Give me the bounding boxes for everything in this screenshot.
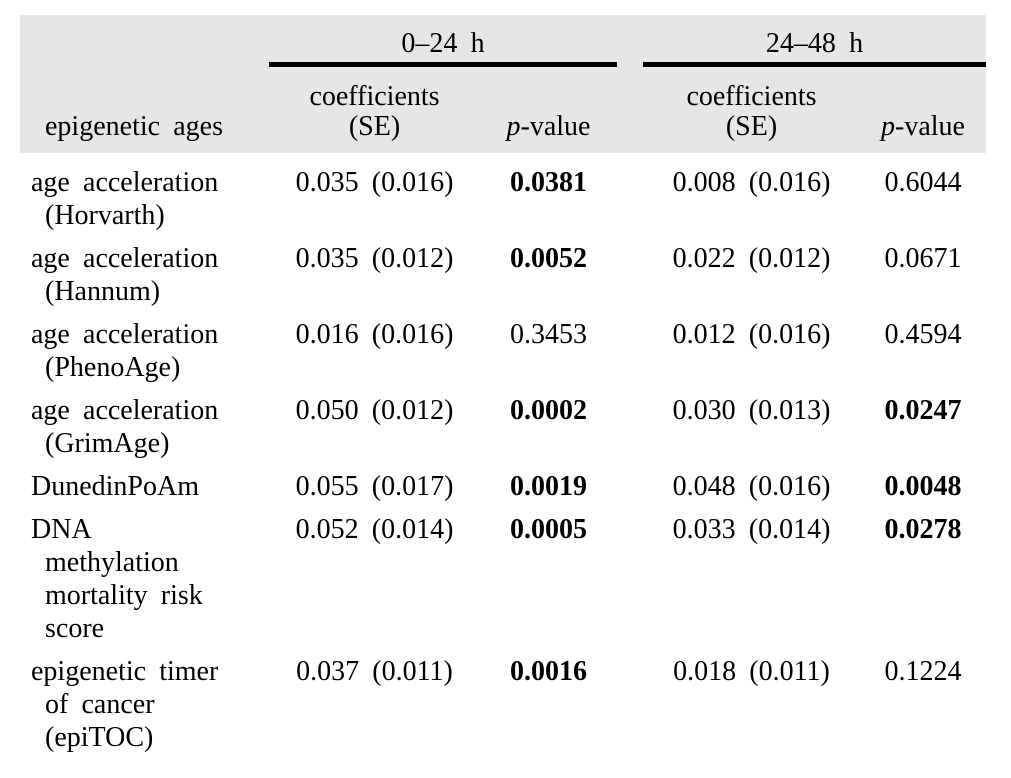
row-label-epigenetic-age: DunedinPoAm [31, 471, 199, 502]
coefficient-se-0-24h: 0.050 (0.012) [295, 395, 454, 426]
coefficient-se-0-24h: 0.035 (0.016) [295, 167, 454, 198]
p-value-0-24h: 0.3453 [510, 319, 587, 350]
p-value-suffix: -value [895, 111, 965, 142]
coefficient-se-24-48h: 0.048 (0.016) [672, 471, 831, 502]
p-value-24-48h: 0.4594 [884, 319, 962, 350]
coefficient-se-0-24h: 0.037 (0.011) [296, 656, 453, 687]
table-body: age acceleration (Horvarth) 0.035 (0.016… [20, 153, 986, 754]
p-value-0-24h: 0.0005 [510, 514, 587, 545]
p-value-suffix: -value [520, 111, 591, 142]
coefficient-se-0-24h: 0.055 (0.017) [295, 471, 454, 502]
p-value-24-48h: 0.0671 [884, 243, 962, 274]
column-header-epigenetic-ages: epigenetic ages [45, 111, 223, 142]
p-value-0-24h: 0.0002 [510, 395, 587, 426]
coefficient-se-24-48h: 0.030 (0.013) [672, 395, 831, 426]
table-header: 0–24 h 24–48 h epigenetic ages coefficie… [20, 15, 986, 153]
row-label-epigenetic-age: age acceleration (GrimAge) [31, 395, 219, 459]
coefficient-se-24-48h: 0.012 (0.016) [672, 319, 831, 350]
p-value-0-24h: 0.0016 [510, 656, 587, 687]
group-rule-24-48h [643, 62, 986, 67]
coefficient-se-24-48h: 0.022 (0.012) [672, 243, 831, 274]
group-rule-0-24h [269, 62, 617, 67]
row-label-epigenetic-age: DNA methylation mortality risk score [31, 514, 203, 644]
row-label-epigenetic-age: age acceleration (Hannum) [31, 243, 219, 307]
p-value-24-48h: 0.1224 [884, 656, 962, 687]
coefficient-se-0-24h: 0.052 (0.014) [295, 514, 454, 545]
group-header-0-24h: 0–24 h [401, 28, 485, 59]
row-label-epigenetic-age: age acceleration (Horvarth) [31, 167, 219, 231]
p-value-0-24h: 0.0381 [510, 167, 587, 198]
column-header-p-value-0-24h: p-value [480, 112, 617, 153]
row-label-epigenetic-age: age acceleration (PhenoAge) [31, 319, 219, 383]
coefficient-se-0-24h: 0.035 (0.012) [295, 243, 454, 274]
p-value-24-48h: 0.0278 [884, 514, 962, 545]
epigenetic-ages-results-table: 0–24 h 24–48 h epigenetic ages coefficie… [20, 15, 986, 754]
p-value-italic-p: p [881, 111, 896, 142]
p-value-0-24h: 0.0052 [510, 243, 587, 274]
coefficient-se-0-24h: 0.016 (0.016) [295, 319, 454, 350]
coefficient-se-24-48h: 0.033 (0.014) [672, 514, 831, 545]
column-header-coefficients-se-24-48h: coefficients (SE) [686, 81, 817, 142]
row-label-epigenetic-age: epigenetic timer of cancer (epiTOC) [31, 656, 219, 753]
p-value-24-48h: 0.0048 [884, 471, 962, 502]
coefficient-se-24-48h: 0.018 (0.011) [673, 656, 830, 687]
column-header-coefficients-se-0-24h: coefficients (SE) [309, 81, 440, 142]
column-header-p-value-24-48h: p-value [860, 112, 986, 153]
coefficient-se-24-48h: 0.008 (0.016) [672, 167, 831, 198]
p-value-0-24h: 0.0019 [510, 471, 587, 502]
p-value-24-48h: 0.6044 [884, 167, 962, 198]
group-header-24-48h: 24–48 h [765, 28, 864, 59]
p-value-italic-p: p [506, 111, 521, 142]
p-value-24-48h: 0.0247 [884, 395, 962, 426]
